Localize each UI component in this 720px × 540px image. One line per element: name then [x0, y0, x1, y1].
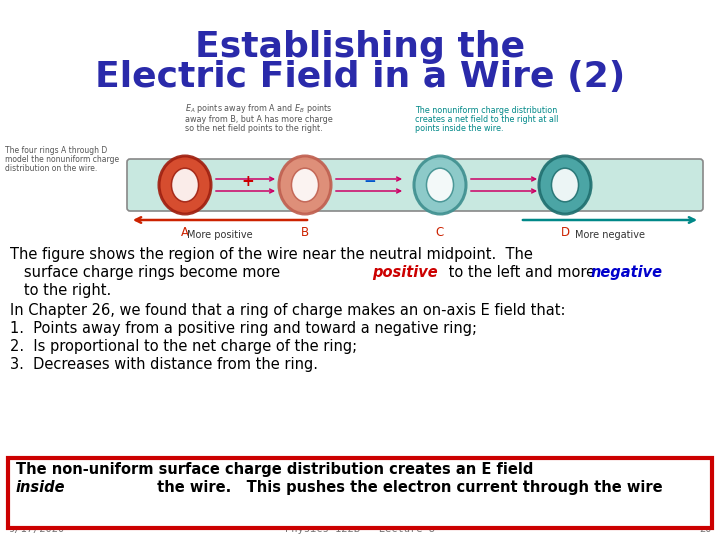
- Text: 3.  Decreases with distance from the ring.: 3. Decreases with distance from the ring…: [10, 357, 318, 372]
- Ellipse shape: [426, 168, 454, 202]
- Text: A: A: [181, 226, 189, 239]
- Text: inside: inside: [16, 480, 66, 495]
- Text: C: C: [436, 226, 444, 239]
- Text: The non-uniform surface charge distribution creates an E field: The non-uniform surface charge distribut…: [16, 462, 534, 477]
- Text: creates a net field to the right at all: creates a net field to the right at all: [415, 115, 559, 124]
- Text: to the right.: to the right.: [10, 283, 112, 298]
- Ellipse shape: [539, 156, 591, 214]
- Text: D: D: [560, 226, 570, 239]
- Text: The nonuniform charge distribution: The nonuniform charge distribution: [415, 106, 557, 115]
- Ellipse shape: [159, 156, 211, 214]
- Text: 20: 20: [700, 524, 712, 534]
- Text: 2.  Is proportional to the net charge of the ring;: 2. Is proportional to the net charge of …: [10, 339, 357, 354]
- Text: −: −: [364, 173, 377, 188]
- Text: model the nonuniform charge: model the nonuniform charge: [5, 155, 119, 164]
- Text: positive: positive: [372, 265, 438, 280]
- Text: the wire.   This pushes the electron current through the wire: the wire. This pushes the electron curre…: [152, 480, 662, 495]
- Text: to the left and more: to the left and more: [444, 265, 600, 280]
- Text: so the net field points to the right.: so the net field points to the right.: [185, 124, 323, 133]
- Text: surface charge rings become more: surface charge rings become more: [10, 265, 284, 280]
- Text: negative: negative: [590, 265, 662, 280]
- Text: Establishing the: Establishing the: [195, 30, 525, 64]
- Ellipse shape: [171, 168, 199, 202]
- Text: More positive: More positive: [187, 230, 253, 240]
- Text: away from B, but A has more charge: away from B, but A has more charge: [185, 115, 333, 124]
- Ellipse shape: [414, 156, 466, 214]
- Text: Physics 122B   Lecture 8: Physics 122B Lecture 8: [285, 524, 435, 534]
- Text: +: +: [242, 173, 254, 188]
- Text: 9/17/2020: 9/17/2020: [8, 524, 64, 534]
- Ellipse shape: [292, 168, 318, 202]
- Ellipse shape: [279, 156, 331, 214]
- Text: $E_A$ points away from A and $E_B$ points: $E_A$ points away from A and $E_B$ point…: [185, 102, 332, 115]
- Text: The four rings A through D: The four rings A through D: [5, 146, 107, 155]
- Text: B: B: [301, 226, 309, 239]
- Text: More negative: More negative: [575, 230, 645, 240]
- Text: points inside the wire.: points inside the wire.: [415, 124, 503, 133]
- Text: 1.  Points away from a positive ring and toward a negative ring;: 1. Points away from a positive ring and …: [10, 321, 477, 336]
- FancyBboxPatch shape: [127, 159, 703, 211]
- Text: The figure shows the region of the wire near the neutral midpoint.  The: The figure shows the region of the wire …: [10, 247, 533, 262]
- Text: In Chapter 26, we found that a ring of charge makes an on-axis E field that:: In Chapter 26, we found that a ring of c…: [10, 303, 565, 318]
- Text: Electric Field in a Wire (2): Electric Field in a Wire (2): [95, 60, 625, 94]
- Text: distribution on the wire.: distribution on the wire.: [5, 164, 97, 173]
- Ellipse shape: [552, 168, 579, 202]
- FancyBboxPatch shape: [8, 458, 712, 528]
